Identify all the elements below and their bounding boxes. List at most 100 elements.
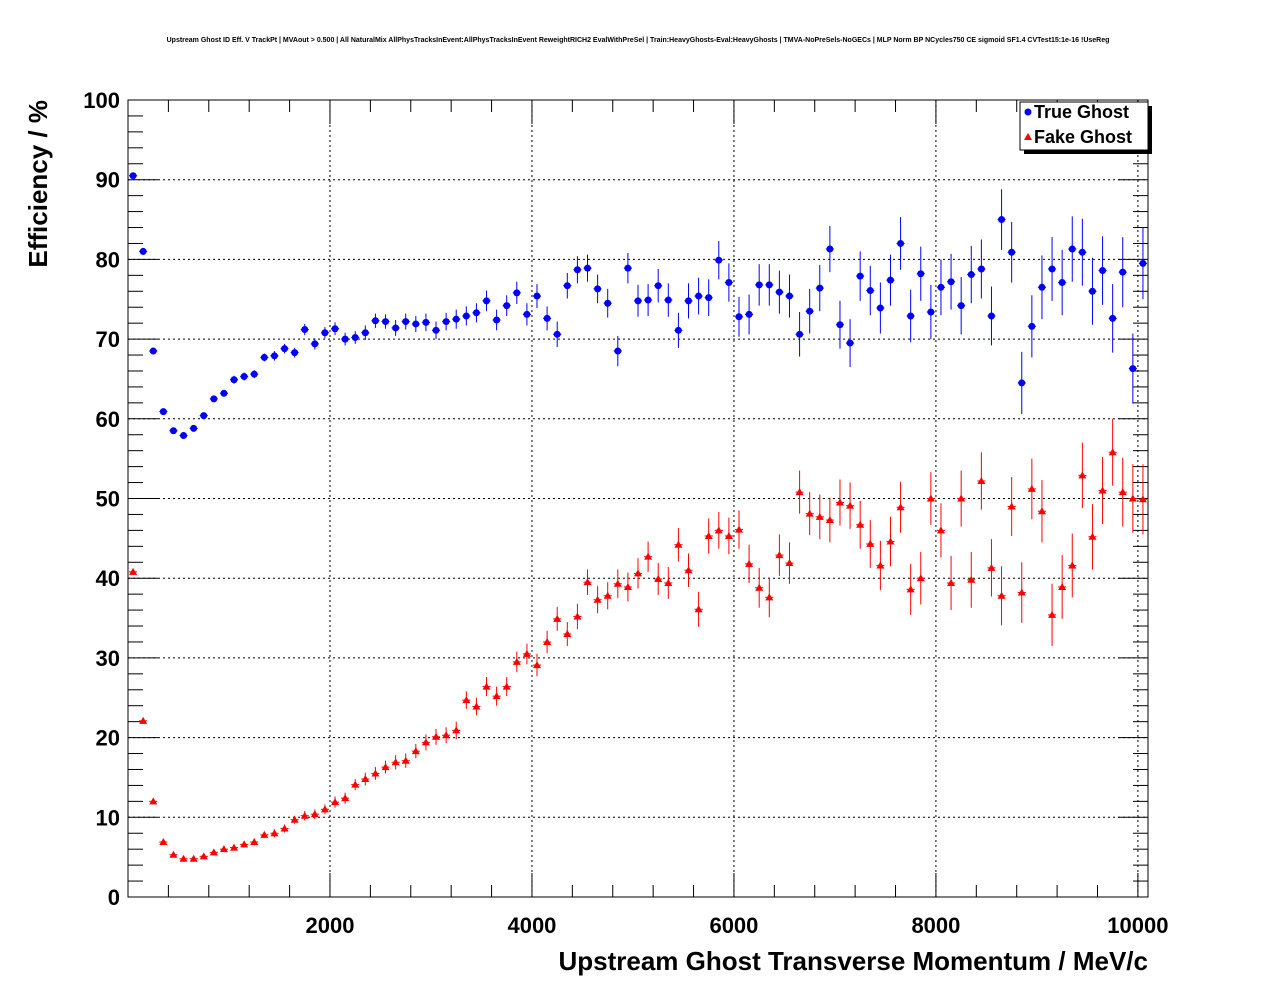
legend-marker-fake-ghost: [1024, 133, 1032, 140]
fake-ghost-point: [502, 682, 511, 690]
true-ghost-point: [200, 412, 208, 420]
y-tick-label: 40: [96, 566, 120, 591]
fake-ghost-point: [623, 582, 632, 590]
true-ghost-point: [452, 315, 460, 323]
fake-ghost-point: [209, 848, 218, 856]
fake-ghost-point: [654, 574, 663, 582]
true-ghost-point: [220, 389, 228, 397]
legend-marker-true-ghost: [1024, 108, 1032, 116]
fake-ghost-point: [432, 732, 441, 740]
y-tick-label: 0: [108, 885, 120, 910]
fake-ghost-point: [260, 830, 269, 838]
fake-ghost-point: [1108, 448, 1117, 456]
true-ghost-point: [967, 271, 975, 279]
true-ghost-point: [745, 310, 753, 318]
true-ghost-point: [886, 276, 894, 284]
legend-label-fake-ghost: Fake Ghost: [1034, 127, 1132, 147]
fake-ghost-point: [936, 526, 945, 534]
fake-ghost-point: [734, 525, 743, 533]
true-ghost-point: [139, 247, 147, 255]
grid-lines: [128, 100, 1148, 897]
true-ghost-point: [392, 324, 400, 332]
true-ghost-point: [543, 314, 551, 322]
fake-ghost-point: [1068, 561, 1077, 569]
true-ghost-point: [775, 288, 783, 296]
true-ghost-point: [1008, 248, 1016, 256]
true-ghost-point: [1018, 379, 1026, 387]
fake-ghost-point: [684, 566, 693, 574]
fake-ghost-point: [775, 551, 784, 559]
fake-ghost-point: [825, 516, 834, 524]
true-ghost-point: [1088, 287, 1096, 295]
true-ghost-point: [897, 239, 905, 247]
true-ghost-point: [321, 329, 329, 337]
true-ghost-point: [311, 340, 319, 348]
true-ghost-point: [735, 313, 743, 321]
true-ghost-point: [270, 352, 278, 360]
fake-ghost-point: [543, 637, 552, 645]
fake-ghost-point: [1138, 495, 1147, 503]
true-ghost-point: [331, 325, 339, 333]
true-ghost-point: [483, 297, 491, 305]
y-tick-label: 70: [96, 327, 120, 352]
legend: True Ghost Fake Ghost: [1019, 101, 1152, 154]
fake-ghost-point: [967, 575, 976, 583]
true-ghost-point: [180, 432, 188, 440]
true-ghost-point: [927, 308, 935, 316]
y-tick-label: 50: [96, 487, 120, 512]
true-ghost-point: [604, 299, 612, 307]
fake-ghost-point: [997, 591, 1006, 599]
true-ghost-point: [1048, 265, 1056, 273]
true-ghost-point: [856, 272, 864, 280]
fake-ghost-point: [331, 798, 340, 806]
true-ghost-point: [442, 318, 450, 326]
fake-ghost-point: [411, 747, 420, 755]
true-ghost-point: [654, 282, 662, 290]
fake-ghost-point: [482, 682, 491, 690]
fake-ghost-point: [290, 815, 299, 823]
legend-items: True Ghost Fake Ghost: [1024, 102, 1132, 147]
true-ghost-point: [684, 297, 692, 305]
true-ghost-point: [291, 349, 299, 357]
true-ghost-point: [159, 408, 167, 416]
true-ghost-point: [957, 302, 965, 310]
true-ghost-point: [785, 292, 793, 300]
y-tick-label: 90: [96, 168, 120, 193]
fake-ghost-point: [947, 578, 956, 586]
y-axis-label: Efficiency / %: [23, 100, 53, 268]
fake-ghost-point: [593, 595, 602, 603]
true-ghost-point: [634, 297, 642, 305]
fake-ghost-point: [1017, 588, 1026, 596]
true-ghost-point: [281, 345, 289, 353]
fake-ghost-point: [189, 854, 198, 862]
fake-ghost-point: [745, 559, 754, 567]
true-ghost-point: [230, 376, 238, 384]
true-ghost-point: [695, 292, 703, 300]
legend-box: [1019, 101, 1149, 151]
true-ghost-point: [705, 294, 713, 302]
fake-ghost-point: [755, 583, 764, 591]
true-ghost-point: [806, 307, 814, 315]
true-ghost-point: [1119, 268, 1127, 276]
fake-ghost-point: [815, 512, 824, 520]
true-ghost-point: [644, 296, 652, 304]
fake-ghost-point: [906, 585, 915, 593]
true-ghost-point: [301, 326, 309, 334]
true-ghost-point: [412, 320, 420, 328]
fake-ghost-point: [1088, 532, 1097, 540]
true-ghost-point: [594, 285, 602, 293]
y-tick-label: 80: [96, 247, 120, 272]
true-ghost-point: [341, 335, 349, 343]
true-ghost-point: [422, 318, 430, 326]
true-ghost-point: [826, 245, 834, 253]
true-ghost-point: [866, 286, 874, 294]
true-ghost-point: [1068, 245, 1076, 253]
fake-ghost-point: [1037, 507, 1046, 515]
y-tick-label: 60: [96, 407, 120, 432]
true-ghost-point: [876, 304, 884, 312]
true-ghost-point: [1109, 314, 1117, 322]
true-ghost-point: [907, 312, 915, 320]
fake-ghost-point: [472, 702, 481, 710]
true-ghost-point: [472, 309, 480, 317]
fake-ghost-point: [522, 649, 531, 657]
